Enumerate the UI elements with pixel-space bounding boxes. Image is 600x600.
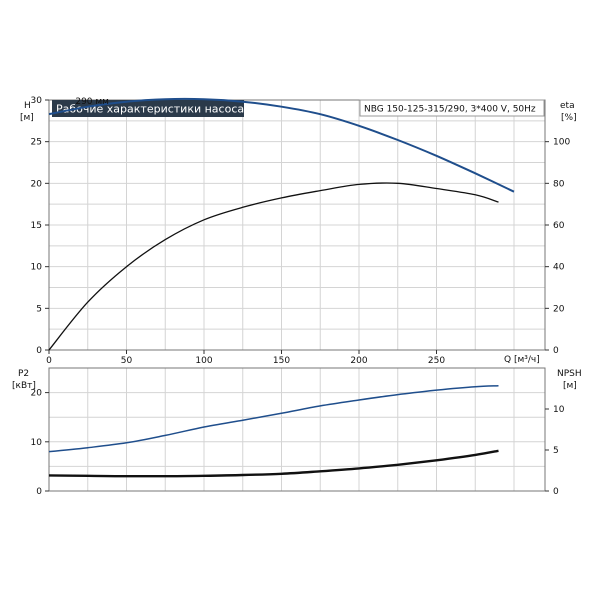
head-curve [48,97,515,193]
impeller-diameter-label: 290 мм [75,97,109,107]
npsh-tick-label: 10 [553,405,565,415]
h-axis-unit: [м] [20,113,34,123]
q-tick-label: 250 [428,356,445,366]
lower-tick-labels: 0 10 20 0 5 10 [31,389,565,497]
h-tick-label: 20 [31,179,43,189]
lower-grid [49,368,545,491]
h-tick-label: 25 [31,138,42,148]
eta-tick-label: 60 [553,221,565,231]
q-tick-label: 150 [273,356,290,366]
q-tick-label: 50 [121,356,133,366]
h-tick-label: 10 [31,263,43,273]
efficiency-curve [48,182,499,351]
eta-tick-label: 80 [553,179,565,189]
upper-grid [49,100,545,350]
p2-axis-unit: [кВт] [12,381,36,391]
model-box [359,99,545,117]
npsh-axis-title: NPSH [557,369,582,379]
p2-tick-label: 0 [36,487,42,497]
eta-axis-title: eta [560,101,575,111]
q-axis-title: Q [м³/ч] [504,355,540,365]
p2-power-curve [48,384,499,453]
p2-axis-title: P2 [18,369,29,379]
chart-title: Рабочие характеристики насоса [56,103,244,116]
eta-tick-label: 20 [553,304,565,314]
h-tick-label: 15 [31,221,42,231]
npsh-tick-label: 5 [553,446,559,456]
h-axis-title: H [24,101,31,111]
h-tick-label: 5 [36,304,42,314]
npsh-axis-unit: [м] [563,381,577,391]
p2-tick-label: 10 [31,438,43,448]
upper-tick-labels: 0 5 10 15 20 25 30 0 20 40 60 80 100 0 50 100 150 200 250 [31,96,571,366]
h-tick-label: 30 [31,96,43,106]
upper-curves: 290 мм [48,97,515,351]
lower-curves [48,384,499,478]
p2-tick-label: 20 [31,389,43,399]
h-tick-label: 0 [36,346,42,356]
eta-tick-label: 40 [553,263,565,273]
q-tick-label: 100 [195,356,212,366]
eta-tick-label: 0 [553,346,559,356]
q-tick-label: 0 [46,356,52,366]
eta-axis-unit: [%] [561,113,577,123]
npsh-curve [48,449,499,478]
eta-tick-label: 100 [553,138,570,148]
model-label: NBG 150-125-315/290, 3*400 V, 50Hz [364,105,536,115]
npsh-tick-label: 0 [553,487,559,497]
lower-plot-frame [48,367,546,492]
q-tick-label: 200 [350,356,367,366]
